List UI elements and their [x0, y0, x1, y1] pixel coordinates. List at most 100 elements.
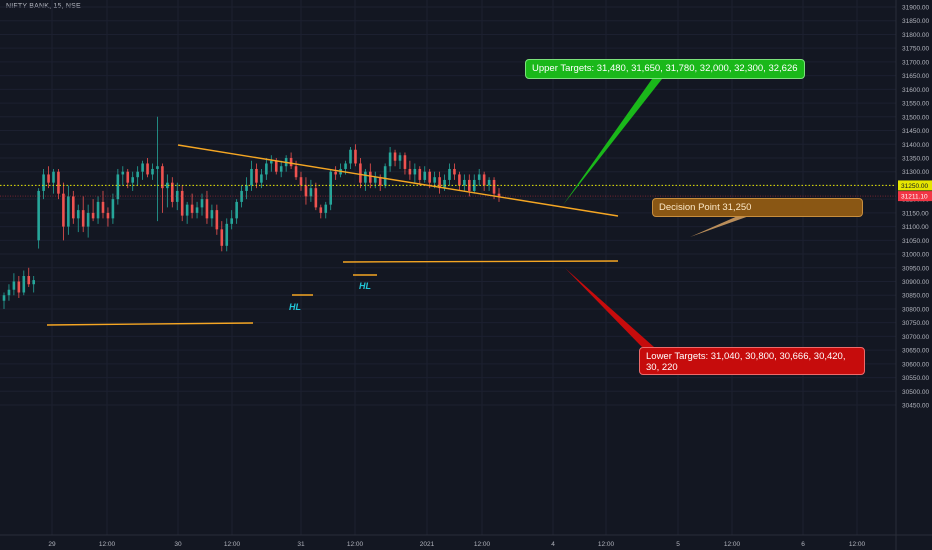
candle-body — [497, 193, 501, 197]
candle-body — [67, 196, 70, 227]
price-tick-label: 30550.00 — [902, 375, 929, 382]
reference-price-badge — [898, 180, 932, 191]
candle-body — [121, 171, 125, 175]
candle-body — [62, 193, 65, 227]
candle-body — [131, 177, 134, 183]
candle-body — [195, 207, 199, 213]
time-tick-label: 31 — [297, 541, 305, 548]
price-tick-label: 31650.00 — [902, 73, 929, 80]
candle-body — [279, 166, 283, 172]
candle-body — [448, 168, 451, 180]
candle-body — [2, 295, 6, 301]
candle-body — [156, 166, 159, 169]
candle-body — [52, 171, 55, 183]
upper-targets-callout[interactable]: Upper Targets: 31,480, 31,650, 31,780, 3… — [525, 59, 805, 79]
last-price-badge — [898, 191, 932, 202]
candle-body — [369, 171, 372, 183]
price-tick-label: 31700.00 — [902, 59, 929, 66]
candle-body — [17, 281, 21, 293]
last-price-label: 31211.10 — [901, 194, 928, 201]
candle-body — [309, 188, 313, 197]
price-tick-label: 31500.00 — [902, 114, 929, 121]
candle-body — [482, 174, 486, 186]
candle-body — [175, 190, 179, 202]
candle-body — [472, 179, 476, 191]
candle-body — [388, 152, 392, 167]
lower-targets-pointer — [565, 268, 654, 347]
candle-body — [72, 196, 75, 219]
candle-body — [12, 281, 16, 290]
lower-targets-callout[interactable]: Lower Targets: 31,040, 30,800, 30,666, 3… — [639, 347, 865, 375]
price-tick-label: 31300.00 — [902, 169, 929, 176]
horizontal-support-trendline — [342, 260, 619, 263]
price-tick-label: 31900.00 — [902, 5, 929, 12]
candle-body — [364, 171, 367, 183]
candle-body — [299, 177, 303, 186]
candle-body — [106, 212, 110, 219]
time-tick-label: 6 — [801, 541, 805, 548]
price-tick-label: 31600.00 — [902, 87, 929, 94]
drawings-layer — [0, 79, 896, 347]
candle-body — [428, 171, 431, 183]
price-tick-label: 31550.00 — [902, 101, 929, 108]
decision-point-callout[interactable]: Decision Point 31,250 — [652, 198, 863, 217]
candle-body — [453, 168, 456, 175]
price-tick-label: 30700.00 — [902, 334, 929, 341]
candle-body — [294, 166, 298, 178]
time-tick-label: 2021 — [420, 541, 435, 548]
price-tick-label: 30750.00 — [902, 320, 929, 327]
price-tick-label: 31750.00 — [902, 46, 929, 53]
candle-body — [423, 171, 427, 180]
descending-resistance-trendline — [177, 144, 619, 217]
candle-body — [334, 171, 337, 175]
candle-body — [161, 166, 164, 189]
candle-body — [255, 168, 258, 183]
time-tick-label: 30 — [174, 541, 182, 548]
candle-body — [126, 171, 130, 183]
candle-body — [329, 171, 332, 205]
price-tick-label: 30600.00 — [902, 361, 929, 368]
time-tick-label: 12:00 — [474, 541, 491, 548]
candle-body — [81, 210, 85, 227]
price-tick-label: 30800.00 — [902, 306, 929, 313]
time-tick-label: 12:00 — [598, 541, 615, 548]
candle-body — [22, 276, 26, 293]
candle-body — [408, 168, 412, 175]
candle-body — [235, 201, 238, 219]
candle-body — [146, 163, 149, 175]
candle-body — [393, 152, 397, 161]
price-tick-label: 31850.00 — [902, 18, 929, 25]
time-tick-label: 12:00 — [347, 541, 364, 548]
reference-price-label: 31250.00 — [901, 183, 928, 190]
candle-body — [7, 289, 11, 296]
candle-body — [166, 182, 169, 189]
price-tick-label: 31050.00 — [902, 238, 929, 245]
candle-body — [27, 276, 31, 285]
price-tick-label: 30850.00 — [902, 293, 929, 300]
candle-body — [230, 218, 233, 224]
candle-body — [349, 149, 352, 164]
candle-body — [225, 223, 229, 246]
price-tick-label: 31450.00 — [902, 128, 929, 135]
grid-layer — [0, 0, 896, 535]
candle-body — [96, 201, 100, 219]
candle-body — [443, 179, 446, 189]
candle-body — [354, 149, 357, 164]
candle-body — [86, 212, 90, 227]
price-tick-label: 31400.00 — [902, 142, 929, 149]
support-trendline — [46, 322, 254, 326]
candle-body — [205, 199, 209, 219]
candle-body — [151, 168, 154, 175]
candle-body — [250, 168, 253, 186]
candle-body — [413, 168, 417, 175]
candle-body — [398, 155, 402, 161]
candle-body — [185, 204, 189, 216]
candle-body — [260, 174, 263, 183]
candle-body — [210, 210, 214, 219]
candle-body — [487, 179, 491, 186]
time-tick-label: 5 — [676, 541, 680, 548]
candle-body — [116, 174, 120, 200]
price-tick-label: 31100.00 — [902, 224, 929, 231]
